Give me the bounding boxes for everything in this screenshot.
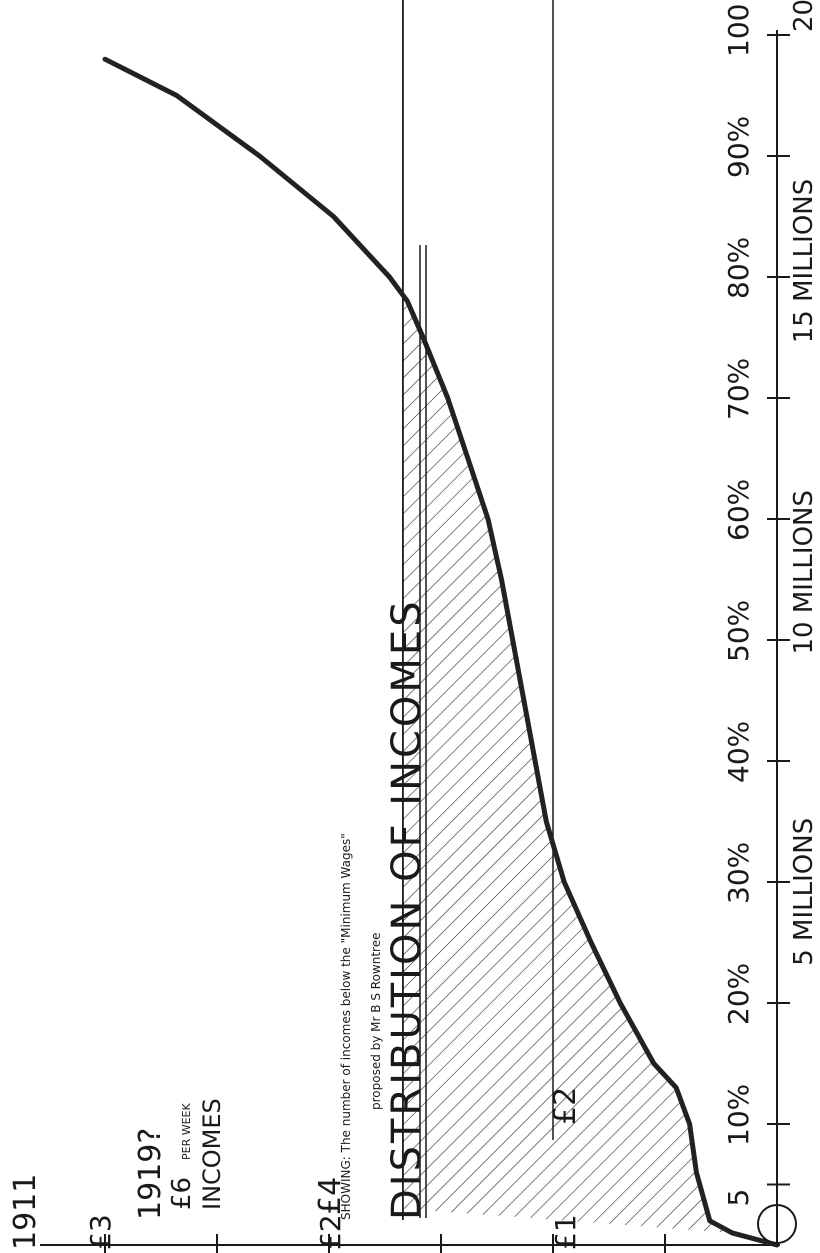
- incomes-axis-label: INCOMES: [198, 1098, 226, 1210]
- year-1911-label: 1911: [8, 1174, 43, 1250]
- chart-subtitle: SHOWING: The number of incomes below the…: [339, 833, 353, 1220]
- x-pct-label-7: 70%: [722, 358, 755, 420]
- x-axis-ticks: [767, 34, 790, 1186]
- x-pct-label-8: 80%: [722, 237, 755, 299]
- x-pct-label-0: 5: [722, 1189, 755, 1207]
- chart-title: DISTRIBUTION OF INCOMES: [384, 598, 430, 1220]
- y-label-1911-0: £1: [549, 1214, 582, 1250]
- per-week-label: PER WEEK: [180, 1103, 193, 1161]
- x-pct-label-2: 20%: [722, 963, 755, 1025]
- x-pct-label-6: 60%: [722, 479, 755, 541]
- shaded-area-below-minimum-wage: [402, 295, 733, 1233]
- y-label-1911-2: £3: [84, 1214, 117, 1250]
- axis-labels: 5 10% 20% 30% 40% 50% 60% 70% 80% 90% 100 5 MILLION…: [84, 0, 819, 1250]
- x-million-label-2: 15 MILLIONS: [789, 179, 819, 344]
- y-axis-ticks: [104, 1234, 666, 1253]
- x-million-label-3: 20: [789, 0, 819, 32]
- x-pct-label-10: 100: [722, 4, 755, 57]
- origin-circle: [757, 1204, 797, 1244]
- y-label-1919-2: £6: [167, 1177, 197, 1210]
- x-pct-label-9: 90%: [722, 116, 755, 178]
- curve-line: [102, 56, 780, 1248]
- y-label-1919-1: £4: [313, 1177, 348, 1215]
- x-pct-label-4: 40%: [722, 721, 755, 783]
- shaded-region: [402, 295, 733, 1233]
- minimum-wage-lines: [402, 0, 554, 1220]
- income-curve: [102, 56, 780, 1248]
- x-pct-label-5: 50%: [722, 600, 755, 662]
- x-million-label-0: 5 MILLIONS: [789, 818, 819, 966]
- x-pct-label-1: 10%: [722, 1084, 755, 1146]
- year-1919-label: 1919?: [133, 1128, 168, 1220]
- chart-subtitle-2: proposed by Mr B S Rowntree: [369, 933, 383, 1110]
- x-pct-label-3: 30%: [722, 842, 755, 904]
- y-label-1911-1: £2: [314, 1214, 347, 1250]
- x-million-label-1: 10 MILLIONS: [789, 490, 819, 655]
- y-label-1919-0: £2: [548, 1087, 583, 1125]
